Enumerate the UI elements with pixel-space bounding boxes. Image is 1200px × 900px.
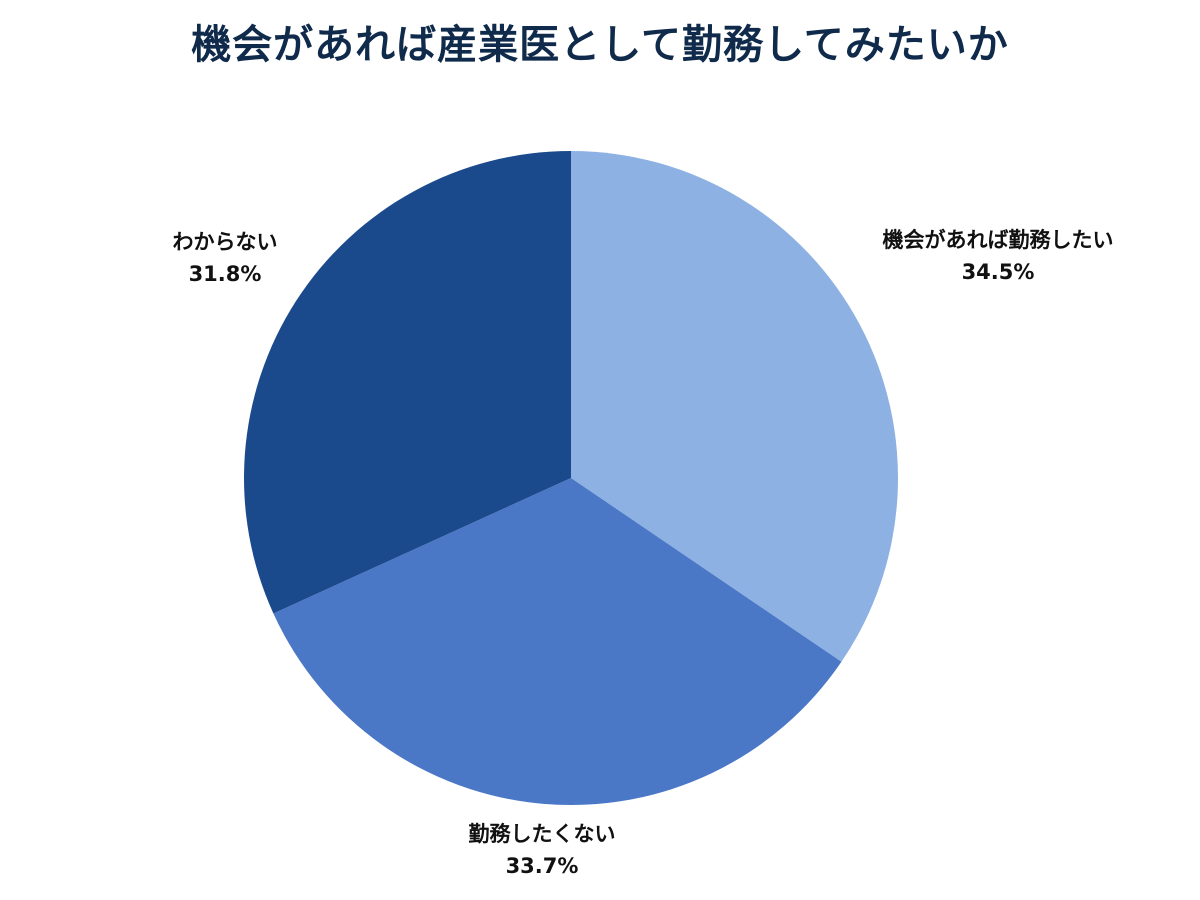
chart-title: 機会があれば産業医として勤務してみたいか <box>191 22 1009 68</box>
slice-label-value: 34.5% <box>961 260 1035 284</box>
slice-label-want: 機会があれば勤務したい 34.5% <box>883 224 1114 288</box>
slice-label-dont-want: 勤務したくない 33.7% <box>469 818 616 882</box>
slice-want <box>571 151 898 662</box>
slice-label-name: 勤務したくない <box>468 822 616 846</box>
slice-label-name: 機会があれば勤務したい <box>882 228 1114 252</box>
slice-unknown <box>244 151 571 614</box>
slice-label-unknown: わからない 31.8% <box>173 226 278 290</box>
slice-label-value: 31.8% <box>188 262 262 286</box>
slice-label-value: 33.7% <box>505 854 579 878</box>
slice-label-name: わからない <box>172 230 278 254</box>
slice-dont-want <box>273 478 842 805</box>
